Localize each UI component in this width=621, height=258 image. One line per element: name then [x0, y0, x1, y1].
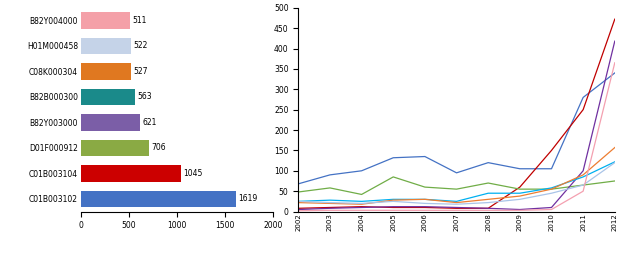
- Text: 706: 706: [151, 143, 166, 152]
- Bar: [81, 12, 130, 29]
- Text: 1045: 1045: [184, 169, 203, 178]
- Bar: [81, 38, 131, 54]
- Bar: [81, 89, 135, 105]
- Bar: [81, 140, 148, 156]
- Bar: [81, 114, 140, 131]
- Bar: [81, 191, 236, 207]
- Text: 621: 621: [143, 118, 157, 127]
- Bar: [81, 165, 181, 182]
- Text: 527: 527: [134, 67, 148, 76]
- Text: 522: 522: [134, 42, 148, 51]
- Text: 1619: 1619: [238, 194, 258, 203]
- Bar: [81, 63, 132, 80]
- Text: 563: 563: [137, 92, 152, 101]
- Text: 511: 511: [132, 16, 147, 25]
